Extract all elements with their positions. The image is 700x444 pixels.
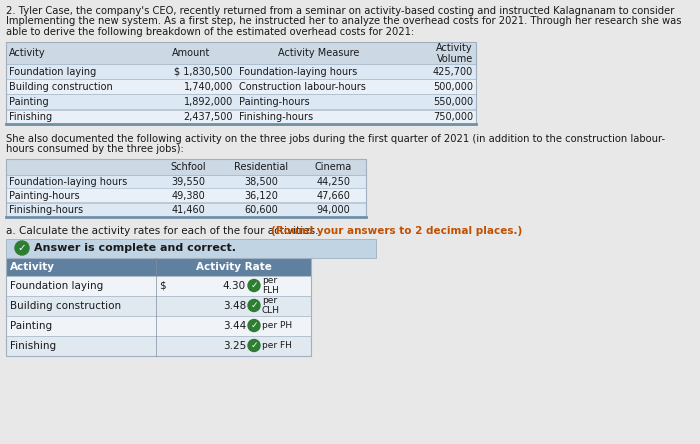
- Text: Foundation-laying hours: Foundation-laying hours: [9, 177, 127, 186]
- Text: Finishing-hours: Finishing-hours: [239, 112, 313, 122]
- Text: per FH: per FH: [262, 341, 292, 350]
- Circle shape: [15, 241, 29, 255]
- Text: ✓: ✓: [251, 341, 258, 350]
- Bar: [6, 275, 311, 296]
- Bar: [6, 159, 366, 174]
- Text: Foundation laying: Foundation laying: [9, 67, 97, 77]
- Text: 94,000: 94,000: [316, 205, 351, 214]
- Text: Cinema: Cinema: [315, 162, 352, 171]
- Text: Construction labour-hours: Construction labour-hours: [239, 82, 366, 92]
- Text: 49,380: 49,380: [172, 190, 205, 201]
- Text: Answer is complete and correct.: Answer is complete and correct.: [34, 243, 236, 253]
- Text: 1,740,000: 1,740,000: [183, 82, 233, 92]
- Bar: [6, 159, 366, 217]
- Circle shape: [248, 300, 260, 312]
- Text: $ 1,830,500: $ 1,830,500: [174, 67, 233, 77]
- Text: 36,120: 36,120: [244, 190, 278, 201]
- Text: ✓: ✓: [251, 321, 258, 330]
- Text: Activity: Activity: [10, 262, 55, 271]
- Text: Activity Measure: Activity Measure: [278, 48, 359, 59]
- Text: ✓: ✓: [251, 301, 258, 310]
- Text: She also documented the following activity on the three jobs during the first qu: She also documented the following activi…: [6, 134, 665, 143]
- Text: 47,660: 47,660: [316, 190, 351, 201]
- Text: Painting: Painting: [9, 97, 48, 107]
- Text: able to derive the following breakdown of the estimated overhead costs for 2021:: able to derive the following breakdown o…: [6, 27, 414, 37]
- Text: 3.25: 3.25: [223, 341, 246, 350]
- Text: $: $: [159, 281, 166, 290]
- Bar: [6, 43, 476, 64]
- Bar: [6, 43, 476, 124]
- Text: Painting-hours: Painting-hours: [9, 190, 80, 201]
- Text: hours consumed by the three jobs):: hours consumed by the three jobs):: [6, 144, 183, 154]
- Text: Finishing: Finishing: [10, 341, 56, 350]
- Text: 41,460: 41,460: [172, 205, 205, 214]
- Bar: [6, 79, 476, 95]
- Text: 38,500: 38,500: [244, 177, 278, 186]
- Text: Painting-hours: Painting-hours: [239, 97, 309, 107]
- Bar: [6, 64, 476, 79]
- Text: Schfool: Schfool: [171, 162, 206, 171]
- Text: Activity Rate: Activity Rate: [195, 262, 272, 271]
- Text: per
FLH: per FLH: [262, 276, 279, 295]
- Text: ✓: ✓: [18, 243, 27, 253]
- Text: Building construction: Building construction: [9, 82, 113, 92]
- Bar: [6, 238, 376, 258]
- Text: Painting: Painting: [10, 321, 52, 330]
- Bar: [6, 336, 311, 356]
- Text: 60,600: 60,600: [244, 205, 278, 214]
- Text: 425,700: 425,700: [433, 67, 473, 77]
- Text: per PH: per PH: [262, 321, 292, 330]
- Text: Building construction: Building construction: [10, 301, 121, 310]
- Circle shape: [248, 340, 260, 352]
- Text: Finishing: Finishing: [9, 112, 52, 122]
- Text: 3.48: 3.48: [223, 301, 246, 310]
- Text: 750,000: 750,000: [433, 112, 473, 122]
- Text: 3.44: 3.44: [223, 321, 246, 330]
- Bar: [6, 258, 311, 356]
- Text: Amount: Amount: [172, 48, 210, 59]
- Text: 2. Tyler Case, the company's CEO, recently returned from a seminar on activity-b: 2. Tyler Case, the company's CEO, recent…: [6, 6, 674, 16]
- Text: Activity
Volume: Activity Volume: [436, 43, 473, 64]
- Bar: [6, 296, 311, 316]
- Text: 44,250: 44,250: [316, 177, 351, 186]
- Text: per
CLH: per CLH: [262, 296, 280, 315]
- Bar: [6, 202, 366, 217]
- Text: 39,550: 39,550: [172, 177, 206, 186]
- Text: ✓: ✓: [251, 281, 258, 290]
- Text: Foundation-laying hours: Foundation-laying hours: [239, 67, 357, 77]
- Bar: [6, 95, 476, 110]
- Text: (Round your answers to 2 decimal places.): (Round your answers to 2 decimal places.…: [271, 226, 522, 235]
- Bar: [6, 189, 366, 202]
- Bar: [6, 110, 476, 124]
- Bar: [6, 174, 366, 189]
- Text: a. Calculate the activity rates for each of the four activities.: a. Calculate the activity rates for each…: [6, 226, 322, 235]
- Text: 1,892,000: 1,892,000: [183, 97, 233, 107]
- Bar: [6, 258, 311, 275]
- Text: 500,000: 500,000: [433, 82, 473, 92]
- Text: Implementing the new system. As a first step, he instructed her to analyze the o: Implementing the new system. As a first …: [6, 16, 682, 27]
- Bar: [6, 316, 311, 336]
- Circle shape: [248, 320, 260, 332]
- Text: 4.30: 4.30: [223, 281, 246, 290]
- Text: Residential: Residential: [234, 162, 288, 171]
- Text: Activity: Activity: [9, 48, 46, 59]
- Circle shape: [248, 280, 260, 292]
- Text: Foundation laying: Foundation laying: [10, 281, 104, 290]
- Text: 2,437,500: 2,437,500: [183, 112, 233, 122]
- Text: Finishing-hours: Finishing-hours: [9, 205, 83, 214]
- Text: 550,000: 550,000: [433, 97, 473, 107]
